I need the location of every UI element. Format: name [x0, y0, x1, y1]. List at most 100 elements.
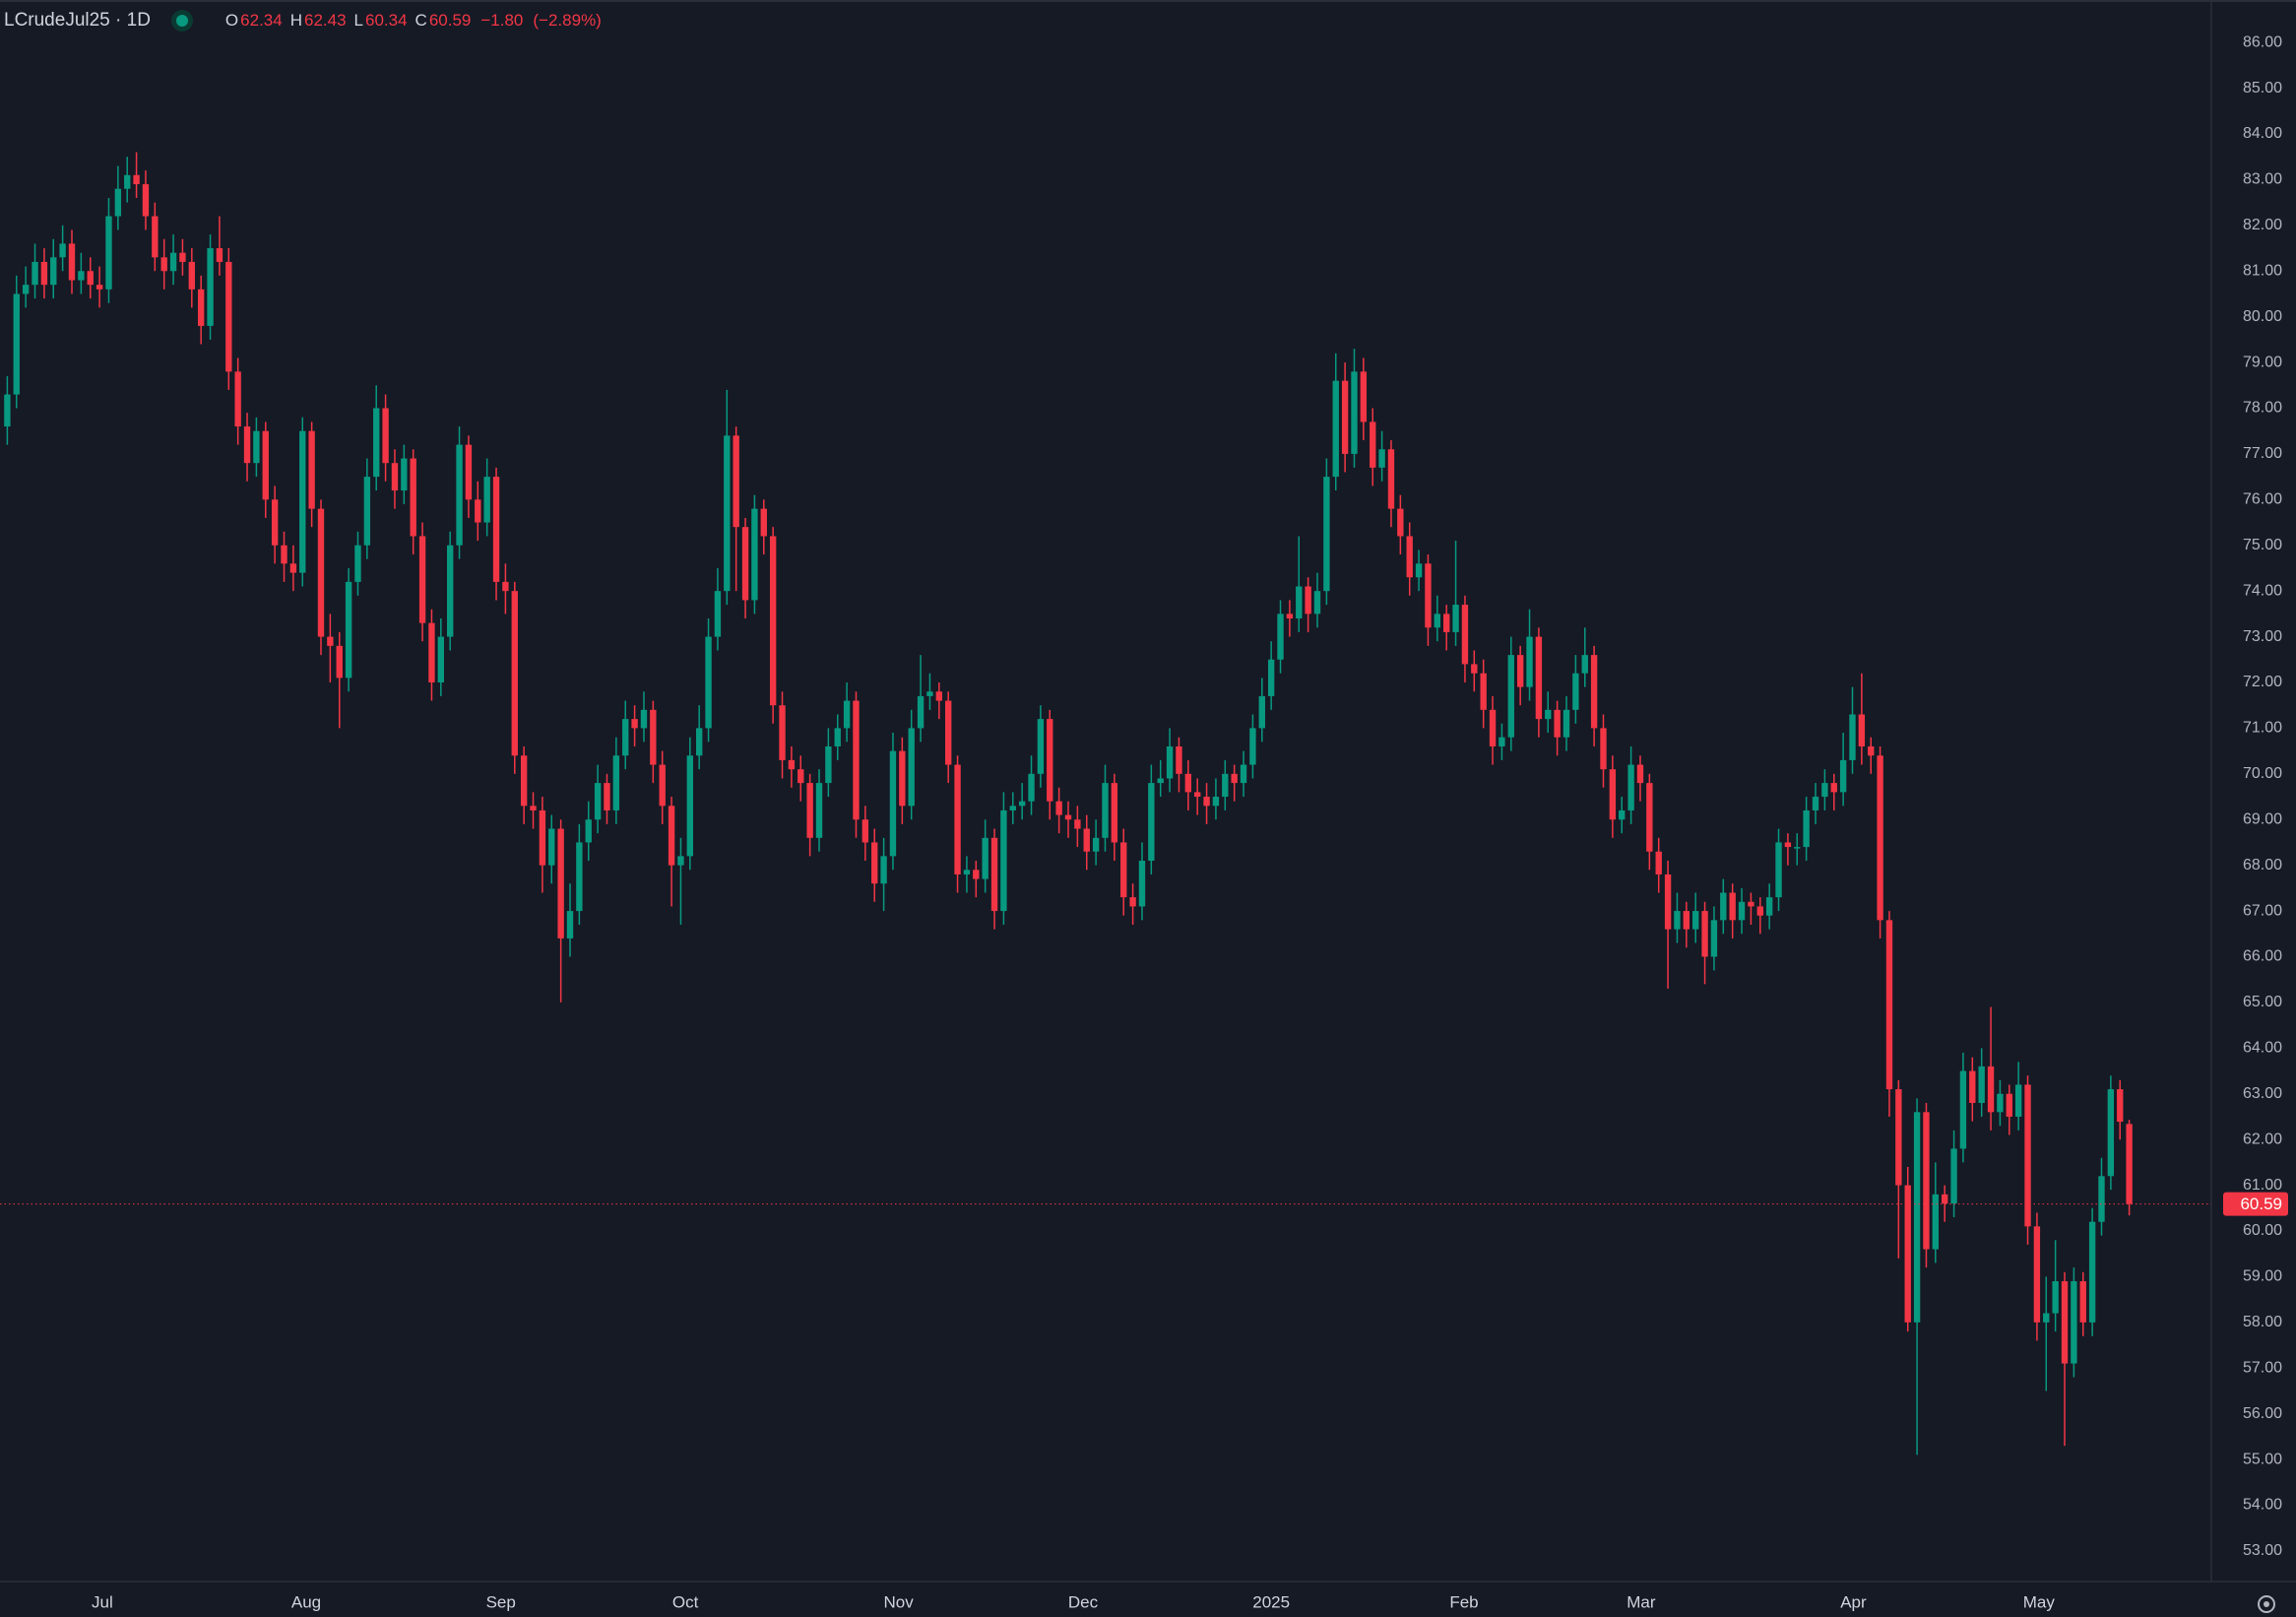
- candle-body: [2024, 1084, 2031, 1227]
- candle-body: [1203, 797, 1210, 807]
- candle-body: [511, 591, 518, 756]
- candle-body: [2079, 1281, 2086, 1323]
- candle-body: [475, 499, 481, 523]
- ohlc-label: C: [415, 11, 427, 30]
- candle-body: [1000, 809, 1007, 912]
- candle-body: [401, 458, 408, 491]
- candle-body: [843, 700, 851, 729]
- candle-body: [1064, 814, 1072, 820]
- candle-body: [1387, 449, 1395, 509]
- y-tick-label: 55.00: [2243, 1451, 2282, 1467]
- candle-body: [612, 755, 620, 810]
- candle-body: [160, 257, 167, 272]
- candle-body: [871, 842, 878, 884]
- candle-body: [1784, 842, 1792, 848]
- candle-body: [677, 856, 684, 866]
- y-tick-label: 57.00: [2243, 1359, 2282, 1376]
- candle-body: [548, 828, 555, 866]
- candle-body: [1434, 614, 1441, 628]
- ohlc-value: 60.59: [428, 11, 472, 30]
- y-tick-label: 73.00: [2243, 628, 2282, 645]
- candle-body: [2033, 1226, 2041, 1323]
- candle-body: [2014, 1084, 2022, 1117]
- candle-body: [1507, 655, 1514, 738]
- candle-body: [1904, 1185, 1911, 1323]
- candle-body: [1756, 906, 1763, 916]
- candle-body: [1406, 536, 1413, 578]
- candle-body: [797, 769, 804, 784]
- candle-body: [1037, 719, 1045, 774]
- candle-body: [299, 430, 306, 573]
- candle-body: [446, 545, 454, 637]
- y-tick-label: 63.00: [2243, 1085, 2282, 1102]
- candle-body: [96, 285, 103, 290]
- candle-body: [336, 645, 343, 679]
- candle-body: [741, 527, 749, 601]
- y-tick-label: 85.00: [2243, 80, 2282, 97]
- candle-body: [1148, 783, 1155, 862]
- candle-body: [520, 755, 528, 807]
- candle-body: [4, 394, 11, 427]
- candle-body: [733, 435, 739, 528]
- candle-body: [530, 806, 537, 810]
- candle-body: [1415, 563, 1423, 578]
- candle-body: [1323, 477, 1330, 592]
- candle-body: [1738, 901, 1746, 921]
- x-tick-label: Oct: [672, 1592, 699, 1611]
- candle-body: [1452, 605, 1459, 632]
- candle-body: [779, 705, 786, 760]
- ohlc-value: 62.34: [240, 11, 283, 30]
- candle-body: [659, 764, 666, 807]
- candle-body: [2107, 1089, 2115, 1177]
- candle-body: [1397, 508, 1404, 537]
- settings-icon[interactable]: [2258, 1595, 2275, 1613]
- candle-body: [124, 174, 131, 189]
- candle-body: [207, 248, 214, 326]
- candle-body: [382, 408, 389, 464]
- candle-body: [1370, 421, 1376, 468]
- candle-body: [668, 806, 675, 866]
- candle-body: [1212, 797, 1220, 807]
- candle-body: [1425, 563, 1432, 628]
- candle-body: [40, 261, 48, 286]
- candle-body: [105, 216, 112, 290]
- candle-body: [428, 622, 435, 682]
- x-tick-label: Dec: [1068, 1592, 1099, 1611]
- candle-body: [1581, 655, 1588, 674]
- candle-body: [502, 581, 509, 592]
- candle-body: [354, 545, 361, 582]
- candle-body: [1240, 764, 1247, 784]
- candle-body: [1378, 449, 1385, 468]
- candle-body: [1942, 1194, 1948, 1204]
- candle-body: [262, 430, 269, 500]
- candle-body: [1083, 828, 1090, 852]
- y-tick-label: 66.00: [2243, 948, 2282, 965]
- candle-body: [59, 243, 66, 258]
- candle-body: [243, 426, 251, 464]
- candle-body: [1803, 809, 1810, 848]
- candle-body: [880, 856, 887, 884]
- candle-body: [1821, 783, 1828, 798]
- candle-body: [954, 764, 961, 874]
- candle-body: [1258, 695, 1265, 729]
- candle-body: [1812, 797, 1819, 810]
- candle-body: [853, 700, 860, 820]
- candle-body: [289, 563, 297, 573]
- y-tick-label: 83.00: [2243, 171, 2282, 188]
- settings-icon-center: [2264, 1601, 2269, 1607]
- candle-body: [1959, 1070, 1967, 1149]
- candle-body: [1461, 605, 1469, 665]
- symbol[interactable]: LCrudeJul25 · 1D: [4, 10, 151, 31]
- candle-body: [1923, 1112, 1930, 1250]
- candle-body: [1277, 614, 1284, 660]
- candle-body: [1655, 851, 1662, 874]
- candle-body: [1590, 655, 1598, 729]
- y-tick-label: 71.00: [2243, 720, 2282, 737]
- candle-body: [87, 271, 94, 286]
- candle-body: [216, 248, 223, 262]
- candle-body: [271, 499, 279, 546]
- candle-body: [1471, 664, 1478, 674]
- candle-body: [2071, 1281, 2077, 1364]
- candle-body: [1267, 659, 1275, 696]
- change-percent: (−2.89%): [533, 11, 602, 30]
